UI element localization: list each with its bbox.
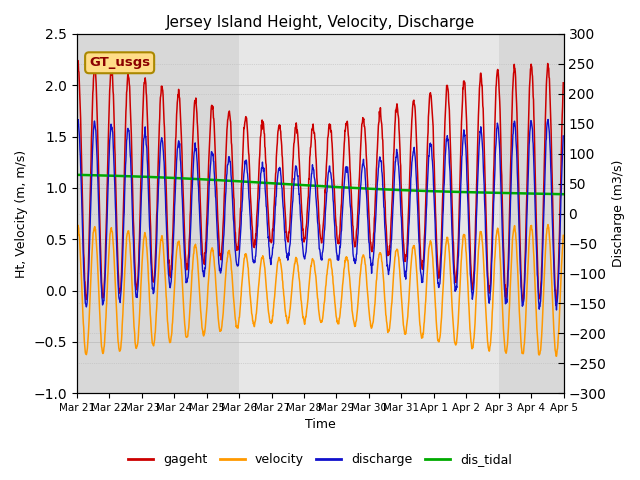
Title: Jersey Island Height, Velocity, Discharge: Jersey Island Height, Velocity, Discharg… <box>166 15 475 30</box>
Legend: gageht, velocity, discharge, dis_tidal: gageht, velocity, discharge, dis_tidal <box>123 448 517 471</box>
Bar <box>239 34 499 393</box>
Text: GT_usgs: GT_usgs <box>89 56 150 69</box>
Y-axis label: Discharge (m3/s): Discharge (m3/s) <box>612 160 625 267</box>
Y-axis label: Ht, Velocity (m, m/s): Ht, Velocity (m, m/s) <box>15 149 28 277</box>
X-axis label: Time: Time <box>305 419 335 432</box>
